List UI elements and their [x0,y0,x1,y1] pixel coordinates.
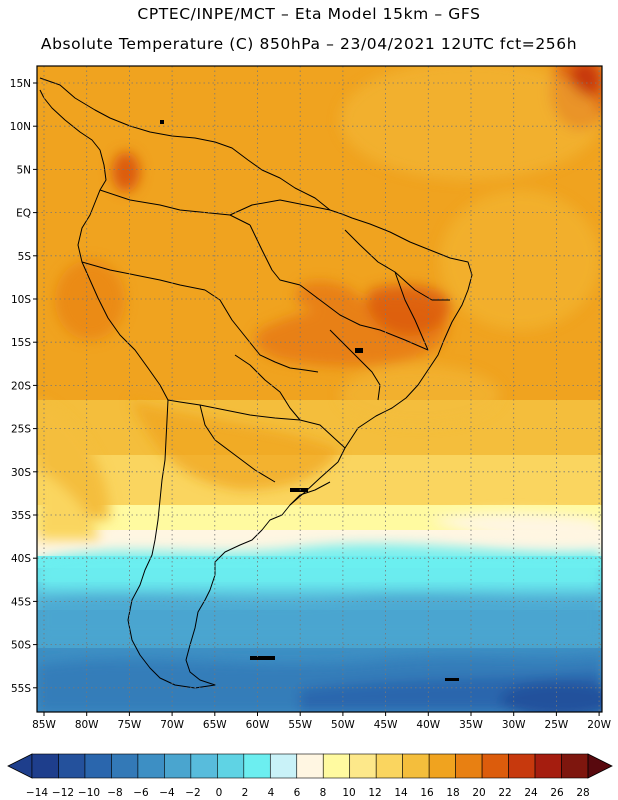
colorbar-label: 24 [524,787,538,799]
colorbar-label: 10 [342,787,355,799]
lon-label: 75W [118,719,142,731]
islands [160,120,459,681]
lon-label: 25W [545,719,569,731]
lat-label: 40S [11,553,31,565]
colorbar-swatch [31,753,59,779]
colorbar-label: −12 [52,787,74,799]
lat-label: 55S [11,683,31,695]
colorbar-swatch [375,753,403,779]
colorbar-swatch [455,753,483,779]
lat-label: 50S [11,640,31,652]
lon-label: 50W [331,719,355,731]
colorbar-label: 8 [320,787,327,799]
lat-label: 30S [11,467,31,479]
lon-label: 80W [75,719,99,731]
colorbar-swatch [269,753,298,779]
lon-label: 35W [459,719,483,731]
longitude-labels: 85W 80W 75W 70W 65W 60W 55W 50W 45W 40W 35W 30W 25W 2… [32,712,612,731]
colorbar-label: 0 [216,787,223,799]
lon-label: 45W [374,719,398,731]
latitude-labels: 15N 10N 5N EQ 5S 10S 15S 20S 25S 30S 35S 40S 45S 50S 5… [10,78,37,695]
lat-label: 5S [18,251,32,263]
lon-label: 85W [32,719,56,731]
colorbar-label: −14 [26,787,48,799]
colorbar-swatch [243,753,271,779]
lon-label: 20W [587,719,611,731]
lat-label: 35S [11,510,31,522]
colorbar-label: −2 [185,787,200,799]
colorbar-label: 2 [242,787,249,799]
colorbar-arrow-high [587,753,613,779]
colorbar-label: 28 [576,787,589,799]
colorbar-swatch [349,753,377,779]
colorbar-swatch [137,753,165,779]
colorbar-label: 16 [420,787,434,799]
temperature-field [37,66,602,712]
colorbar-swatch [534,753,562,779]
lon-label: 60W [246,719,270,731]
lat-label: 5N [16,164,31,176]
colorbar-swatch [217,753,245,779]
colorbar-arrow-low [7,753,33,779]
lat-label: 25S [11,424,31,436]
coastline [39,77,473,689]
colorbar-label: 20 [472,787,485,799]
lat-label: 20S [11,380,31,392]
colorbar-swatch [111,753,139,779]
lat-label: 10S [11,294,31,306]
lat-label: 15N [10,78,31,90]
lon-label: 65W [203,719,227,731]
colorbar [7,753,613,779]
colorbar-label: −10 [78,787,100,799]
map-frame [36,65,603,713]
colorbar-label: 22 [498,787,511,799]
colorbar-swatch [190,753,218,779]
colorbar-swatch [58,753,86,779]
colorbar-label: 26 [550,787,564,799]
lat-label: 45S [11,596,31,608]
colorbar-swatch [402,753,430,779]
colorbar-label: 14 [394,787,408,799]
lon-label: 70W [160,719,184,731]
colorbar-label: −4 [159,787,175,799]
colorbar-swatch [164,753,192,779]
colorbar-label: −8 [107,787,122,799]
colorbar-swatch [296,753,324,779]
colorbar-swatch [508,753,536,779]
lon-label: 40W [416,719,440,731]
lon-label: 30W [502,719,526,731]
lat-label: 15S [11,337,31,349]
colorbar-labels: −14 −12 −10 −8 −6 −4 −2 0 2 4 6 8 10 12 14 16 18 20 22 24 26… [26,787,590,799]
colorbar-label: −6 [133,787,149,799]
lat-label: 10N [10,121,31,133]
colorbar-swatch [428,753,456,779]
colorbar-swatch [322,753,351,779]
lon-label: 55W [288,719,312,731]
map-title-line2: Absolute Temperature (C) 850hPa – 23/04/… [40,35,578,53]
colorbar-swatch [481,753,509,779]
colorbar-label: 12 [368,787,381,799]
colorbar-swatch [561,753,589,779]
map-title-line1: CPTEC/INPE/MCT – Eta Model 15km – GFS [137,5,481,23]
colorbar-label: 18 [446,787,459,799]
colorbar-label: 4 [268,787,275,799]
colorbar-label: 6 [294,787,301,799]
lat-label: EQ [16,208,31,220]
colorbar-swatch [84,753,112,779]
